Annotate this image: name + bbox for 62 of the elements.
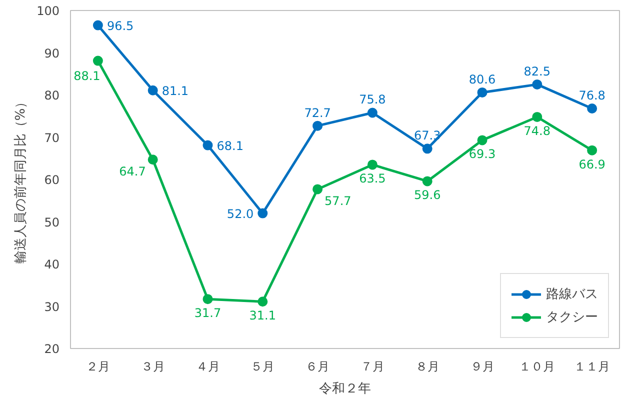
data-label: 69.3 — [468, 147, 496, 162]
point — [92, 56, 103, 66]
point — [148, 154, 158, 165]
data-label: 66.9 — [578, 157, 606, 172]
point — [92, 20, 103, 30]
point — [202, 294, 213, 304]
x-tick-label: ４月 — [196, 360, 220, 374]
data-label: 52.0 — [226, 206, 254, 221]
point — [477, 87, 488, 98]
point — [367, 108, 378, 118]
x-tick-label: ８月 — [415, 360, 440, 374]
point — [148, 85, 158, 96]
y-tick-label: 60 — [44, 173, 60, 187]
data-label: 31.1 — [249, 308, 276, 323]
y-tick-label: 100 — [36, 4, 60, 18]
y-tick-label: 80 — [44, 88, 60, 102]
data-label: 31.7 — [194, 306, 222, 320]
data-label: 76.8 — [578, 88, 606, 103]
x-tick-label: ５月 — [250, 360, 275, 374]
y-tick-label: 90 — [44, 46, 60, 60]
data-label: 72.7 — [304, 106, 331, 120]
x-axis-title: 令和２年 — [319, 382, 371, 396]
point — [422, 176, 432, 186]
point — [258, 296, 268, 307]
y-tick-label: 70 — [44, 130, 60, 145]
data-label: 96.5 — [106, 18, 134, 33]
data-label: 81.1 — [162, 84, 189, 98]
data-label: 68.1 — [216, 138, 244, 153]
data-label: 75.8 — [359, 92, 386, 107]
legend-label: タクシー — [546, 309, 598, 326]
x-tick-label: ２月 — [86, 360, 110, 374]
legend-label: 路線バス — [546, 286, 598, 303]
data-label: 59.6 — [414, 188, 441, 202]
point — [312, 120, 323, 131]
data-label: 57.7 — [324, 194, 352, 208]
x-tick-label: ６月 — [306, 360, 330, 374]
point — [367, 160, 378, 170]
y-axis-title: 輸送人員の前年同月比（%） — [14, 95, 29, 264]
data-label: 64.7 — [119, 164, 146, 179]
point — [477, 135, 488, 146]
x-tick-label: １１月 — [574, 360, 610, 374]
x-tick-label: １０月 — [519, 360, 556, 374]
point — [202, 140, 213, 150]
data-label: 88.1 — [74, 68, 100, 83]
x-tick-label: ７月 — [360, 360, 384, 374]
data-label: 74.8 — [524, 124, 551, 138]
point — [312, 184, 323, 194]
data-label: 80.6 — [468, 72, 496, 86]
y-tick-label: 30 — [44, 300, 60, 314]
x-tick-label: ３月 — [140, 360, 165, 374]
point — [422, 144, 432, 154]
point — [532, 112, 542, 122]
data-label: 63.5 — [359, 172, 386, 186]
y-tick-label: 20 — [44, 342, 60, 356]
y-tick-label: 40 — [44, 258, 60, 272]
x-tick-label: ９月 — [470, 360, 494, 374]
y-tick-label: 50 — [44, 215, 60, 230]
point — [587, 145, 598, 156]
point — [258, 208, 268, 218]
data-label: 82.5 — [524, 64, 551, 78]
point — [532, 79, 542, 90]
point — [587, 104, 598, 114]
